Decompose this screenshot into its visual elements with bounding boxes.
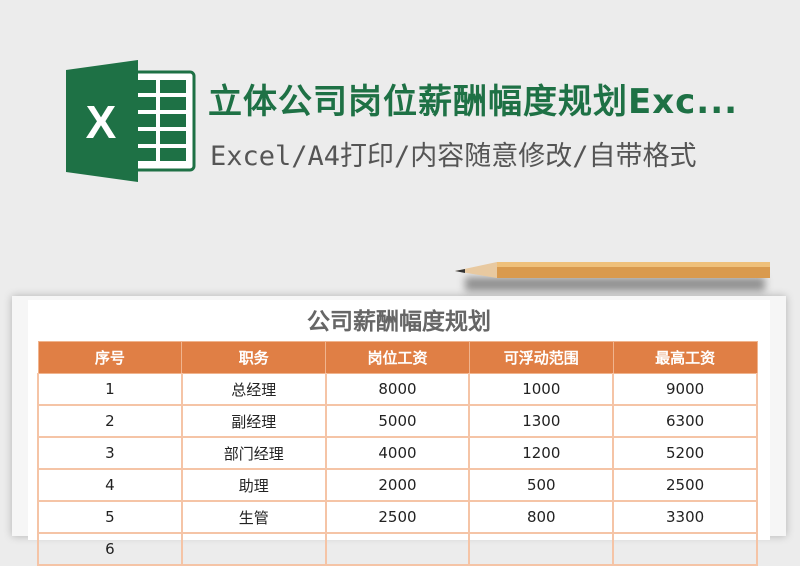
svg-text:X: X [86, 96, 117, 148]
table-cell: 1300 [468, 404, 615, 438]
table-header-row: 序号 职务 岗位工资 可浮动范围 最高工资 [37, 341, 758, 374]
table-cell: 总经理 [180, 373, 327, 406]
table-cell [324, 532, 471, 566]
table-cell: 6300 [612, 404, 758, 438]
column-header: 职务 [181, 341, 327, 374]
table-cell: 800 [468, 500, 615, 534]
sheet-title: 公司薪酬幅度规划 [307, 309, 491, 335]
page-subtitle: Excel/A4打印/内容随意修改/自带格式 [210, 141, 697, 172]
table-cell [180, 532, 327, 566]
column-header: 可浮动范围 [468, 341, 614, 374]
table-cell: 5200 [612, 436, 758, 470]
table-cell: 2 [37, 404, 183, 438]
table-cell: 3 [37, 436, 183, 470]
table-cell [612, 532, 758, 566]
pencil-shadow [465, 277, 765, 291]
table-cell: 3300 [612, 500, 758, 534]
table-cell: 2500 [324, 500, 471, 534]
excel-logo-icon: X [66, 60, 196, 182]
table-cell: 生管 [180, 500, 327, 534]
column-header: 最高工资 [612, 341, 758, 374]
table-cell: 部门经理 [180, 436, 327, 470]
table-cell: 2500 [612, 468, 758, 502]
table-cell: 5 [37, 500, 183, 534]
table-row: 6 [37, 532, 758, 566]
table-cell: 副经理 [180, 404, 327, 438]
page-title: 立体公司岗位薪酬幅度规划Exc... [208, 82, 739, 122]
table-cell: 8000 [324, 373, 471, 406]
table-row: 4 助理 2000 500 2500 [37, 468, 758, 502]
table-cell: 1 [37, 373, 183, 406]
column-header: 序号 [37, 341, 183, 374]
salary-table: 序号 职务 岗位工资 可浮动范围 最高工资 1 总经理 8000 1000 9000 2 副… [37, 341, 758, 566]
table-cell [468, 532, 615, 566]
table-cell: 6 [37, 532, 183, 566]
table-cell: 5000 [324, 404, 471, 438]
column-header: 岗位工资 [325, 341, 470, 374]
table-cell: 助理 [180, 468, 327, 502]
pencil-icon [455, 262, 770, 278]
table-row: 1 总经理 8000 1000 9000 [37, 373, 758, 406]
table-cell: 500 [468, 468, 615, 502]
table-cell: 1200 [468, 436, 615, 470]
table-cell: 9000 [612, 373, 758, 406]
table-row: 3 部门经理 4000 1200 5200 [37, 436, 758, 470]
table-cell: 4 [37, 468, 183, 502]
table-cell: 1000 [468, 373, 615, 406]
table-row: 2 副经理 5000 1300 6300 [37, 404, 758, 438]
table-row: 5 生管 2500 800 3300 [37, 500, 758, 534]
table-cell: 2000 [324, 468, 471, 502]
table-cell: 4000 [324, 436, 471, 470]
